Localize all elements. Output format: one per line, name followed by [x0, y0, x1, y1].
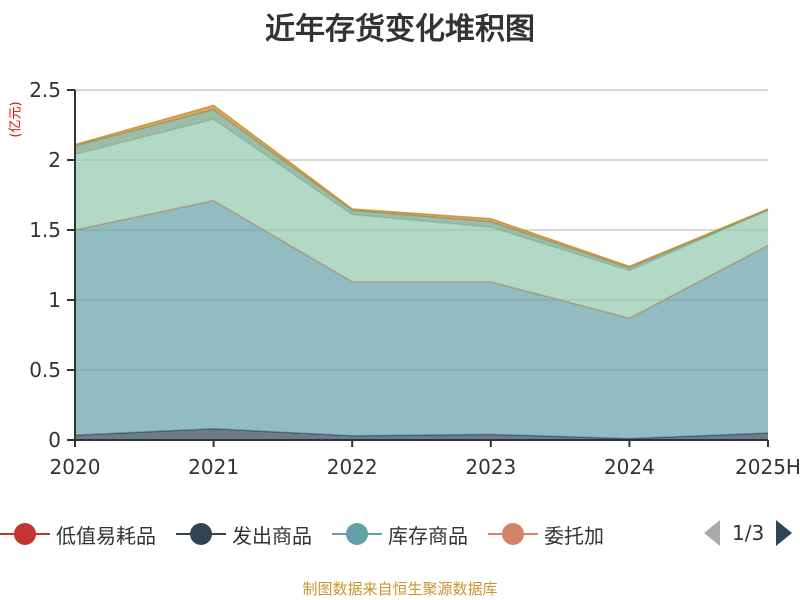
area-series-3 — [75, 200, 768, 439]
legend-label: 库存商品 — [388, 523, 468, 548]
y-tick-label: 2 — [48, 148, 61, 172]
x-tick-label: 2021 — [188, 455, 239, 479]
line-series-7 — [74, 104, 769, 268]
x-tick-label: 2024 — [604, 455, 655, 479]
legend: 低值易耗品 发出商品 库存商品 委托加 — [0, 518, 690, 550]
data-source: 制图数据来自恒生聚源数据库 — [302, 580, 498, 598]
chart-title: 近年存货变化堆积图 — [265, 12, 535, 47]
legend-label: 发出商品 — [232, 523, 312, 548]
x-tick-label: 2025H — [735, 455, 800, 479]
y-tick-label: 2.5 — [29, 78, 61, 102]
y-tick-label: 1.5 — [29, 218, 61, 242]
legend-pager: 1/3 — [702, 518, 794, 548]
y-tick-label: 1 — [48, 288, 61, 312]
legend-item[interactable]: 低值易耗品 — [0, 520, 156, 549]
legend-marker-icon — [488, 522, 538, 546]
legend-item[interactable]: 委托加 — [488, 520, 604, 549]
legend-label: 低值易耗品 — [56, 523, 156, 548]
x-tick-label: 2023 — [465, 455, 516, 479]
next-page-icon[interactable] — [774, 518, 794, 548]
area-series-5 — [75, 119, 768, 319]
legend-marker-icon — [332, 522, 382, 546]
x-tick-label: 2020 — [50, 455, 101, 479]
legend-label: 委托加 — [544, 523, 604, 548]
legend-marker-icon — [0, 522, 50, 546]
legend-marker-icon — [176, 522, 226, 546]
legend-page-indicator: 1/3 — [732, 521, 765, 545]
y-tick-label: 0.5 — [29, 358, 61, 382]
area-series-2 — [75, 428, 768, 440]
prev-page-icon[interactable] — [702, 518, 722, 548]
legend-item[interactable]: 发出商品 — [176, 520, 312, 549]
legend-item[interactable]: 库存商品 — [332, 520, 468, 549]
y-tick-label: 0 — [48, 428, 61, 452]
x-tick-label: 2022 — [327, 455, 378, 479]
